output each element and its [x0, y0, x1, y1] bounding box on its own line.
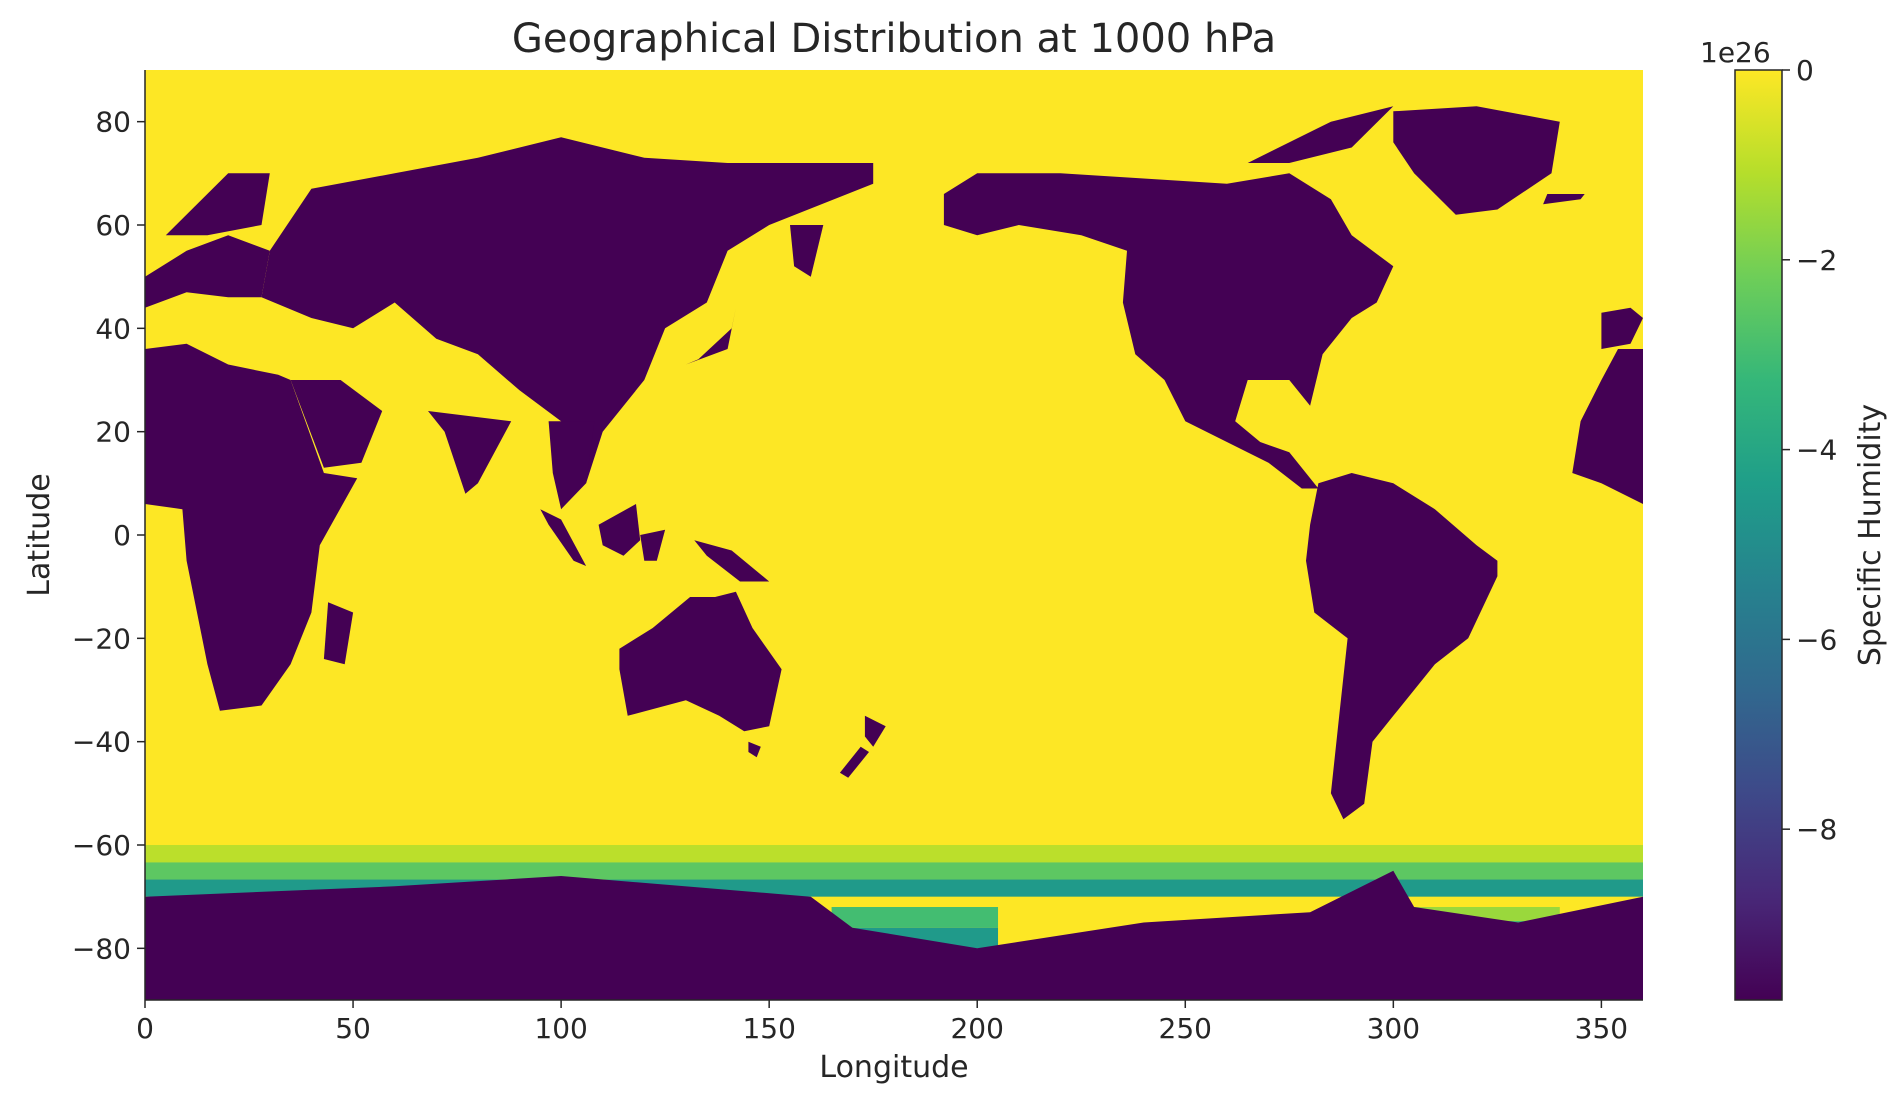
colorbar-ticks: 0 −2 −4 −6 −8 — [1782, 54, 1837, 846]
plot-area: 0 50 100 150 200 250 300 350 −80 −60 −40 −20 0 20 40 60… — [72, 70, 1643, 1045]
land-region — [640, 529, 666, 561]
land-region — [145, 235, 270, 308]
land-region — [540, 509, 587, 566]
land-region — [261, 137, 874, 484]
colorbar-tick-label: −4 — [1796, 434, 1837, 467]
y-tick-label: 0 — [113, 519, 131, 552]
x-tick-label: 0 — [136, 1012, 154, 1045]
colorbar-label: Specific Humidity — [1853, 404, 1888, 666]
land-region — [748, 741, 761, 758]
colorbar-offset-label: 1e26 — [1700, 36, 1771, 69]
y-tick-label: 20 — [95, 416, 131, 449]
y-tick-label: −20 — [72, 622, 131, 655]
heatmap-cells — [145, 106, 1643, 1000]
transition-band-cell — [145, 862, 1643, 880]
colorbar-tick-label: 0 — [1796, 54, 1814, 87]
land-region — [1306, 473, 1498, 820]
land-region — [598, 504, 641, 556]
land-region — [790, 225, 824, 277]
land-region — [685, 307, 736, 365]
land-region — [694, 540, 770, 582]
land-region — [145, 343, 358, 711]
colorbar-tick-label: −8 — [1796, 813, 1837, 846]
land-region — [1572, 349, 1643, 504]
land-region — [1543, 194, 1585, 205]
chart-title: Geographical Distribution at 1000 hPa — [512, 16, 1276, 62]
land-region — [619, 591, 782, 732]
transition-band-cell — [145, 845, 1643, 863]
y-tick-label: 60 — [95, 209, 131, 242]
x-axis-label: Longitude — [819, 1050, 968, 1085]
x-tick-label: 100 — [534, 1012, 587, 1045]
x-tick-label: 50 — [335, 1012, 371, 1045]
land-region — [323, 602, 354, 665]
x-tick-label: 150 — [742, 1012, 795, 1045]
y-tick-label: −40 — [72, 726, 131, 759]
axes: 0 50 100 150 200 250 300 350 −80 −60 −40 −20 0 20 40 60… — [72, 70, 1643, 1045]
land-region — [290, 380, 383, 468]
y-axis-label: Latitude — [22, 473, 57, 596]
x-tick-label: 200 — [950, 1012, 1003, 1045]
colorbar-bar — [1734, 69, 1783, 1001]
transition-band-cell — [831, 907, 999, 928]
land-region — [839, 746, 869, 778]
x-tick-label: 250 — [1159, 1012, 1212, 1045]
land-region — [428, 411, 512, 494]
land-region — [145, 870, 1643, 1000]
land-region — [943, 173, 1394, 489]
y-tick-label: −60 — [72, 829, 131, 862]
land-region — [165, 173, 270, 236]
land-region — [1601, 307, 1643, 349]
land-region — [864, 715, 886, 747]
land-region — [548, 421, 595, 510]
colorbar-tick-label: −2 — [1796, 244, 1837, 277]
y-tick-label: −80 — [72, 932, 131, 965]
x-tick-label: 300 — [1367, 1012, 1420, 1045]
x-tick-label: 350 — [1575, 1012, 1628, 1045]
land-region — [1393, 106, 1560, 215]
land-region — [1247, 106, 1394, 163]
colorbar: 0 −2 −4 −6 −8 1e26 Specific Humidity — [1700, 36, 1888, 1001]
y-tick-label: 40 — [95, 312, 131, 345]
colorbar-tick-label: −6 — [1796, 623, 1837, 656]
y-tick-label: 80 — [95, 106, 131, 139]
